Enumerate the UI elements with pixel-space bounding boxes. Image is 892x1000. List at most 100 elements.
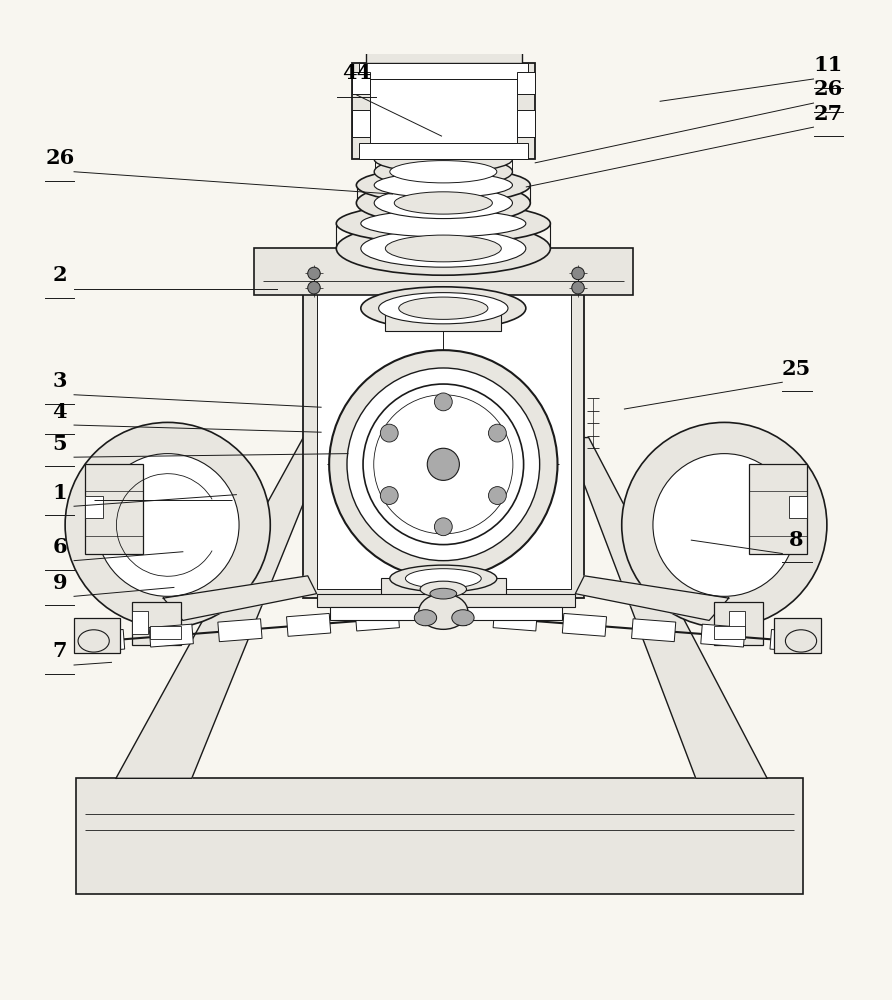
Bar	[729, 611, 745, 634]
Polygon shape	[566, 438, 767, 778]
Bar	[770, 630, 814, 652]
Ellipse shape	[385, 235, 501, 262]
Bar	[355, 608, 400, 631]
Bar	[385, 308, 501, 331]
Ellipse shape	[375, 156, 512, 187]
Ellipse shape	[375, 187, 512, 219]
Bar	[132, 602, 181, 645]
Bar	[352, 63, 535, 159]
Ellipse shape	[390, 161, 497, 183]
Ellipse shape	[357, 182, 530, 224]
Bar	[317, 286, 571, 589]
Text: 8: 8	[789, 530, 804, 550]
Text: 11: 11	[814, 55, 842, 75]
Circle shape	[489, 424, 507, 442]
Bar	[714, 602, 763, 645]
Polygon shape	[116, 438, 330, 778]
Bar	[85, 464, 143, 554]
Text: 26: 26	[45, 148, 74, 168]
Bar	[366, 45, 522, 63]
Text: 1: 1	[53, 483, 67, 503]
Text: 5: 5	[53, 434, 67, 454]
Circle shape	[572, 267, 584, 280]
Bar	[749, 464, 807, 554]
Circle shape	[329, 350, 558, 578]
Circle shape	[65, 422, 270, 628]
Text: 2: 2	[53, 265, 67, 285]
Ellipse shape	[785, 630, 817, 652]
Bar	[517, 110, 535, 137]
Bar	[74, 618, 120, 653]
Circle shape	[622, 422, 827, 628]
Bar	[370, 79, 517, 143]
Text: 26: 26	[814, 79, 842, 99]
Polygon shape	[575, 576, 729, 620]
Text: 9: 9	[53, 573, 67, 593]
Bar	[714, 626, 745, 639]
Ellipse shape	[420, 581, 467, 597]
Bar	[80, 629, 125, 652]
Ellipse shape	[419, 594, 468, 629]
Circle shape	[308, 267, 320, 280]
Text: 3: 3	[53, 371, 67, 391]
Ellipse shape	[78, 630, 110, 652]
Circle shape	[96, 454, 239, 596]
Ellipse shape	[375, 146, 512, 173]
Ellipse shape	[390, 565, 497, 592]
Bar	[352, 110, 370, 137]
Circle shape	[427, 448, 459, 480]
Bar	[562, 613, 607, 636]
Bar	[330, 607, 562, 620]
Bar	[254, 248, 633, 295]
Bar	[359, 63, 528, 79]
Bar	[85, 496, 103, 518]
Ellipse shape	[360, 210, 526, 237]
Bar	[132, 611, 148, 634]
Circle shape	[434, 518, 452, 536]
Ellipse shape	[360, 230, 526, 267]
Circle shape	[572, 281, 584, 294]
Ellipse shape	[405, 569, 482, 588]
Text: 25: 25	[782, 359, 811, 379]
Bar	[286, 613, 331, 636]
Ellipse shape	[414, 610, 436, 626]
Polygon shape	[163, 576, 317, 620]
Bar	[381, 578, 506, 596]
Circle shape	[347, 368, 540, 561]
Ellipse shape	[336, 222, 550, 275]
Circle shape	[308, 281, 320, 294]
Ellipse shape	[399, 297, 488, 319]
Bar	[150, 626, 181, 639]
Bar	[517, 72, 535, 94]
Text: 27: 27	[814, 104, 842, 124]
Ellipse shape	[336, 203, 550, 244]
Text: 6: 6	[53, 537, 67, 557]
Ellipse shape	[394, 192, 492, 214]
Bar	[359, 143, 528, 159]
Bar	[774, 618, 821, 653]
Ellipse shape	[375, 173, 512, 198]
Bar	[493, 608, 537, 631]
Bar	[149, 624, 194, 647]
Ellipse shape	[357, 167, 530, 203]
Bar	[701, 624, 745, 647]
Circle shape	[489, 487, 507, 504]
Bar	[424, 603, 468, 626]
Bar	[76, 778, 803, 894]
Text: 44: 44	[343, 63, 371, 83]
Bar	[375, 32, 513, 45]
Circle shape	[653, 454, 796, 596]
Bar	[789, 496, 807, 518]
Circle shape	[434, 393, 452, 411]
Ellipse shape	[378, 293, 508, 324]
Bar	[303, 281, 584, 598]
Ellipse shape	[430, 588, 457, 599]
Circle shape	[380, 424, 398, 442]
Bar	[424, 603, 468, 626]
Circle shape	[380, 487, 398, 504]
Bar	[317, 594, 575, 607]
Bar	[632, 619, 676, 642]
Text: 4: 4	[53, 402, 67, 422]
Bar	[352, 72, 370, 94]
Ellipse shape	[360, 287, 526, 330]
